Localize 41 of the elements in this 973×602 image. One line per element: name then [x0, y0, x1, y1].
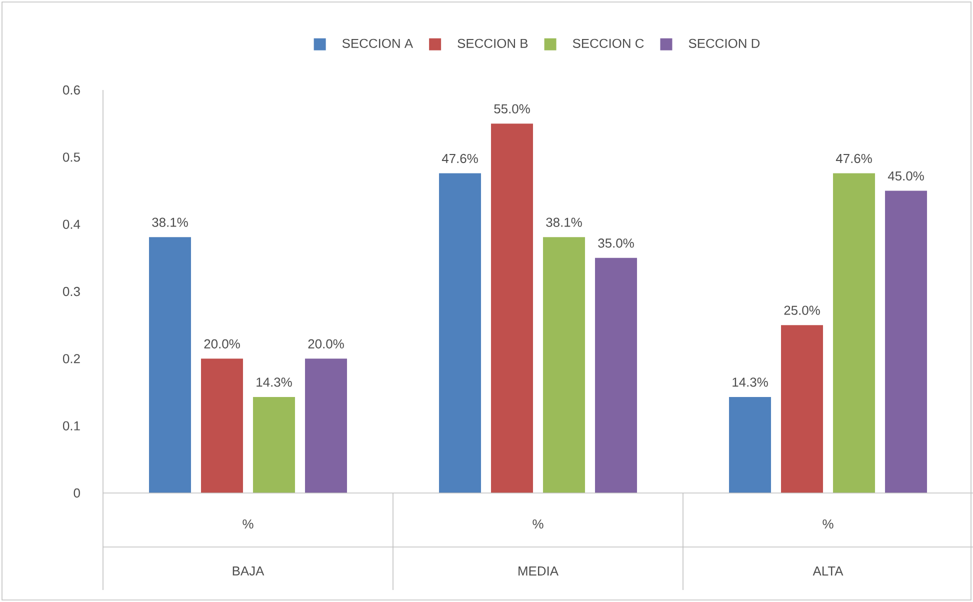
bar: [729, 396, 772, 493]
bar: [439, 173, 482, 493]
bar: [781, 325, 824, 493]
y-tick-label: 0.3: [62, 286, 80, 296]
data-label: 55.0%: [494, 104, 530, 114]
data-label: 47.6%: [442, 154, 478, 164]
bar: [149, 237, 191, 493]
legend-label: SECCION B: [458, 38, 528, 48]
legend-label: SECCION C: [572, 38, 644, 48]
x-tick-label: ALTA: [812, 566, 844, 576]
bar: [201, 358, 243, 493]
data-label: 47.6%: [836, 154, 872, 164]
bar: [885, 190, 928, 493]
data-label: 14.3%: [732, 378, 768, 387]
y-tick-label: 0.2: [62, 354, 80, 364]
y-tick-label: 0: [74, 488, 80, 498]
text: %: [532, 519, 544, 529]
x-tick-label: BAJA: [232, 566, 264, 576]
legend-label: SECCION A: [342, 38, 414, 48]
data-label: 20.0%: [308, 339, 344, 348]
bar: [491, 124, 534, 493]
bar: [305, 358, 348, 493]
bar: [833, 173, 876, 493]
y-tick-label: 0.4: [62, 220, 80, 229]
y-tick-label: 0.6: [62, 85, 80, 95]
bar: [595, 258, 638, 493]
data-label: 14.3%: [256, 378, 292, 387]
data-label: 38.1%: [152, 218, 188, 227]
text: %: [822, 519, 834, 529]
data-label: 35.0%: [598, 238, 634, 248]
text: %: [242, 519, 254, 529]
y-tick-label: 0.1: [62, 421, 80, 430]
data-label: 20.0%: [204, 339, 240, 348]
data-label: 25.0%: [784, 306, 820, 315]
data-label: 38.1%: [546, 218, 582, 227]
legend-label: SECCION D: [688, 38, 760, 48]
x-tick-label: MEDIA: [518, 566, 558, 576]
y-tick-label: 0.5: [62, 152, 80, 162]
bar: [253, 396, 296, 493]
data-label: 45.0%: [888, 171, 924, 181]
bar: [543, 237, 586, 493]
